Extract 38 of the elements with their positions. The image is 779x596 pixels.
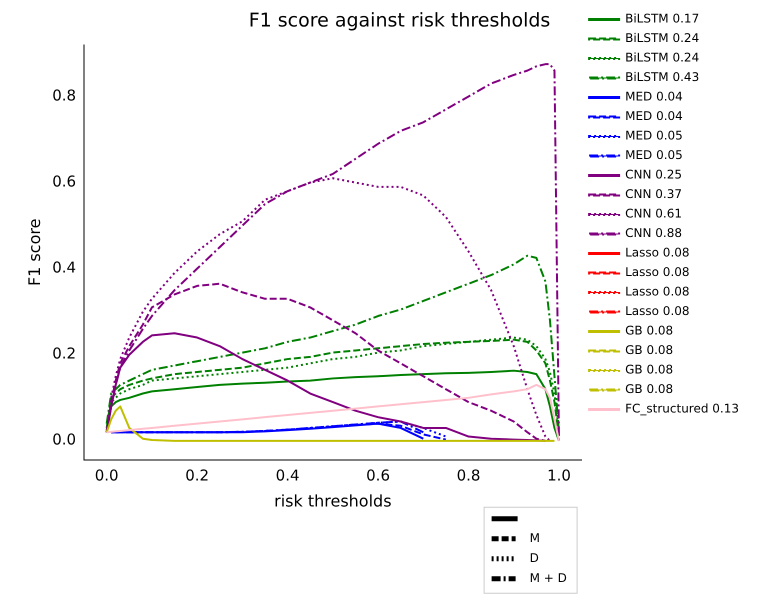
y-tick-label: 0.6 — [52, 172, 76, 190]
legend-label: GB 0.08 — [625, 362, 674, 377]
y-tick-label: 0.8 — [52, 86, 76, 104]
legend-label: GB 0.08 — [625, 343, 674, 358]
text: M + D — [530, 570, 567, 585]
text: D — [530, 550, 539, 565]
legend-label: GB 0.08 — [625, 324, 674, 338]
legend-label: CNN 0.61 — [625, 206, 682, 221]
y-axis-title: F1 score — [24, 218, 44, 286]
legend-label: CNN 0.88 — [625, 226, 682, 240]
legend-label: MED 0.04 — [625, 90, 683, 104]
legend-label: GB 0.08 — [625, 382, 674, 396]
x-tick-label: 0.4 — [276, 466, 300, 485]
legend-label: MED 0.05 — [625, 128, 683, 143]
y-tick-label: 0.0 — [52, 430, 76, 449]
x-tick-label: 0.2 — [185, 466, 210, 485]
legend-label: MED 0.05 — [625, 148, 683, 162]
legend-label: Lasso 0.08 — [625, 265, 690, 280]
legend-label: BiLSTM 0.24 — [625, 31, 700, 46]
text: M — [530, 530, 540, 545]
legend-label: FC_structured 0.13 — [625, 402, 739, 416]
x-tick-label: 0.8 — [456, 466, 480, 485]
x-tick-label: 0.6 — [366, 466, 390, 485]
chart-title: F1 score against risk thresholds — [248, 9, 550, 32]
x-tick-label: 1.0 — [547, 466, 571, 485]
legend-label: MED 0.04 — [625, 109, 683, 124]
legend-label: BiLSTM 0.24 — [625, 50, 700, 65]
legend-label: Lasso 0.08 — [625, 304, 690, 318]
y-tick-label: 0.4 — [52, 258, 76, 277]
x-axis-title: risk thresholds — [274, 492, 392, 511]
legend-label: CNN 0.25 — [625, 168, 682, 182]
legend-label: BiLSTM 0.43 — [625, 70, 700, 84]
legend-label: BiLSTM 0.17 — [625, 12, 700, 26]
x-tick-label: 0.0 — [94, 466, 119, 485]
legend-label: Lasso 0.08 — [625, 246, 690, 260]
y-tick-label: 0.2 — [52, 344, 76, 363]
legend-label: Lasso 0.08 — [625, 284, 690, 299]
legend-label: CNN 0.37 — [625, 187, 682, 202]
